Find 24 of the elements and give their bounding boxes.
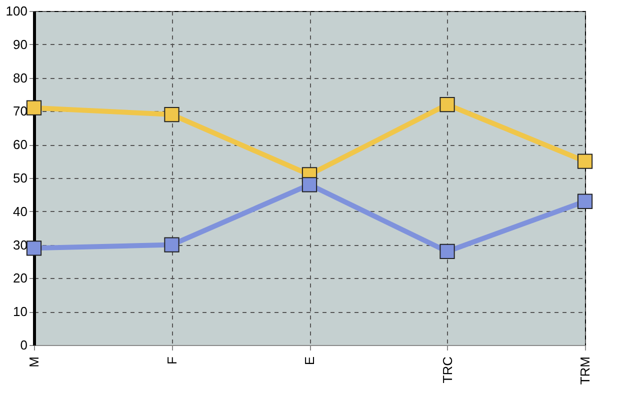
y-tick-label: 0 <box>20 338 28 352</box>
y-tick-label: 20 <box>13 270 28 286</box>
x-tick-label: E <box>302 356 317 366</box>
x-tick-label: TRC <box>440 356 455 384</box>
point <box>26 100 42 116</box>
point <box>26 240 42 256</box>
x-tick-label: M <box>26 356 42 368</box>
y-tick-label: 100 <box>6 4 28 18</box>
y-tick-label: 30 <box>13 237 28 252</box>
point <box>577 194 593 209</box>
y-tick-label: 40 <box>13 204 28 219</box>
x-tick-label: TRM <box>578 356 592 385</box>
y-tick-label: 90 <box>13 36 28 52</box>
y-tick-label: 50 <box>13 170 28 186</box>
point <box>302 177 318 192</box>
point <box>440 96 455 112</box>
y-tick-label: 60 <box>13 137 28 152</box>
point <box>164 237 180 252</box>
point <box>577 154 593 169</box>
point <box>164 106 180 122</box>
point <box>440 244 455 260</box>
y-tick-label: 80 <box>13 70 28 86</box>
y-tick-label: 10 <box>13 304 28 320</box>
x-tick-label: F <box>164 356 180 364</box>
